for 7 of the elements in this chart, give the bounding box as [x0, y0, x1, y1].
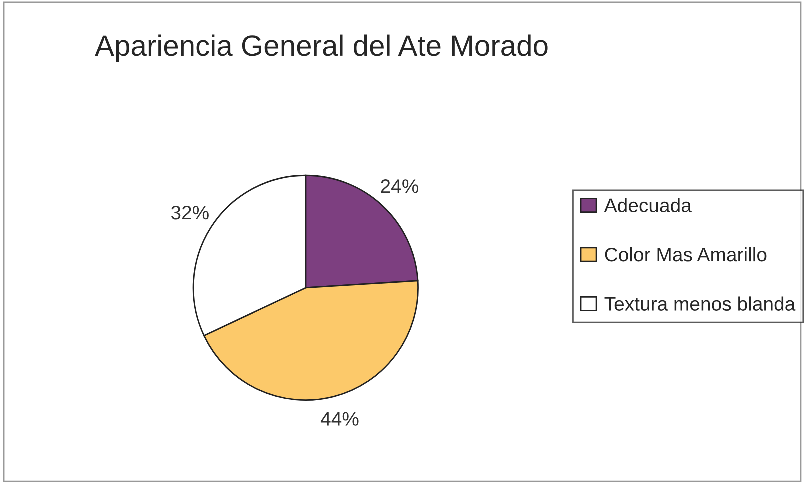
- data-label: 44%: [320, 412, 359, 426]
- legend-label: Color Mas Amarillo: [605, 247, 767, 262]
- chart-title: Apariencia General del Ate Morado: [95, 34, 548, 62]
- data-label: 24%: [381, 180, 418, 194]
- data-label: 32%: [171, 206, 209, 220]
- legend-label: Textura menos blanda: [604, 296, 796, 311]
- legend-label: Adecuada: [604, 198, 692, 213]
